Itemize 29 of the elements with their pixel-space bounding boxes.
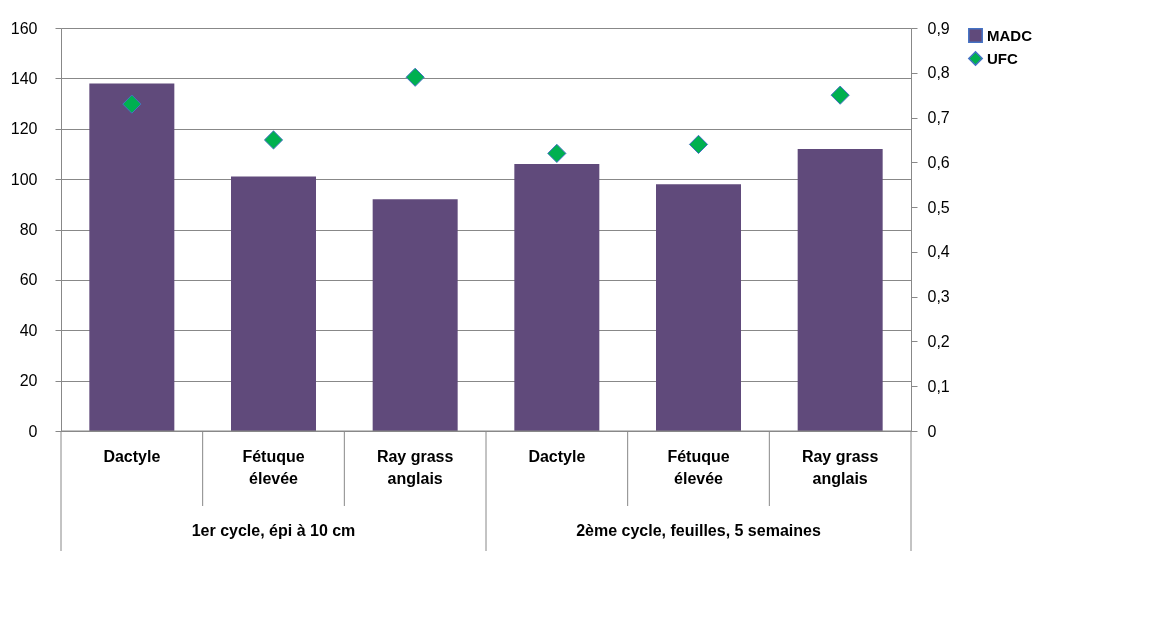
y-tick-label: 40 [19, 321, 38, 339]
y-tick-label: 80 [19, 221, 38, 238]
y-tick-label: 100 [10, 170, 38, 188]
text: 1er cycle, épi à 10 cm [191, 522, 356, 539]
y2-tick-label: 0,2 [927, 332, 950, 350]
legend-label: MADC [987, 26, 1033, 44]
y2-tick-label: 0,8 [927, 64, 950, 82]
x-tick-label: Fétuque élevée [667, 448, 730, 487]
y-tick-label: 120 [10, 120, 38, 138]
legend-label: UFC [987, 49, 1018, 67]
y-tick-label: 140 [10, 69, 38, 87]
y-tick-label: 0 [28, 422, 38, 440]
y-tick-label: 160 [10, 19, 38, 37]
y-tick-label: 60 [19, 271, 38, 289]
y2-tick-label: 0,7 [927, 109, 950, 127]
x-tick-label: Ray grass anglais [376, 448, 454, 487]
x-tick-label: Ray grass anglais [801, 448, 879, 487]
y-tick-label: 20 [19, 372, 38, 390]
text: 2ème cycle, feuilles, 5 semaines [576, 522, 821, 539]
y2-tick-label: 0,3 [927, 288, 950, 306]
y2-tick-label: 0,5 [927, 198, 950, 216]
y2-tick-label: 0 [927, 422, 937, 440]
x-tick-label: Dactyle [528, 448, 586, 465]
y2-tick-label: 0,4 [927, 243, 950, 261]
y2-tick-label: 0,6 [927, 153, 950, 171]
x-tick-label: Dactyle [103, 448, 161, 465]
y2-tick-label: 0,9 [927, 19, 950, 37]
y2-tick-label: 0,1 [927, 377, 950, 395]
x-tick-label: Fétuque élevée [242, 448, 305, 487]
